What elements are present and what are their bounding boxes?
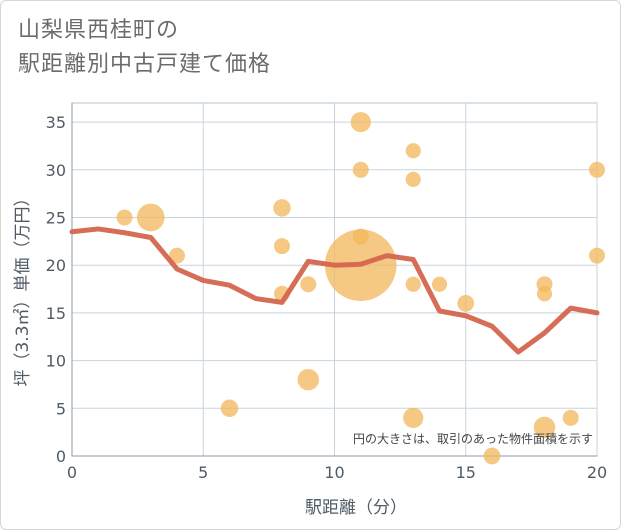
y-tick-label: 25 [46, 208, 66, 227]
bubble-point [457, 294, 475, 312]
bubble-point [297, 368, 319, 391]
bubble-point [274, 238, 290, 255]
bubble-point [589, 247, 605, 264]
bubble-point [300, 276, 317, 293]
x-tick-label: 5 [198, 463, 208, 482]
bubble-point [589, 161, 605, 178]
bubble-point [403, 407, 424, 428]
x-tick-label: 10 [324, 463, 344, 482]
y-tick-label: 0 [56, 447, 66, 466]
bubble-point [273, 199, 291, 217]
y-tick-label: 15 [46, 304, 66, 323]
bubble-point [350, 111, 371, 133]
bubble-point [352, 228, 369, 245]
bubble-point [169, 247, 185, 264]
x-axis-label: 駅距離（分） [305, 498, 407, 518]
y-tick-label: 10 [46, 352, 66, 371]
y-tick-label: 5 [56, 399, 66, 418]
bubble-point [536, 286, 553, 302]
x-tick-label: 0 [67, 463, 77, 482]
average-price-line [69, 226, 600, 355]
bubble-point [116, 209, 133, 226]
bubble-size-note: 円の大きさは、取引のあった物件面積を示す [353, 431, 593, 446]
bubble-point [220, 399, 239, 418]
average-line-series [69, 226, 600, 355]
bubble-point [352, 161, 369, 178]
chart-title: 山梨県西桂町の 駅距離別中古戸建て価格 [18, 14, 271, 82]
bubble-point [533, 416, 556, 439]
bubble-point [405, 276, 421, 292]
chart-title-line2: 駅距離別中古戸建て価格 [18, 52, 272, 77]
bubble-point [405, 171, 421, 187]
bubble-series [116, 111, 605, 465]
y-axis-label: 坪（3.3㎡）単価（万円） [13, 189, 33, 386]
tick-labels: 0 5 10 15 20 0 5 10 15 20 25 30 35 [46, 113, 608, 482]
bubble-point [562, 409, 579, 426]
x-tick-label: 20 [587, 463, 607, 482]
bubble-point [405, 143, 421, 159]
bubble-point [136, 203, 165, 232]
y-tick-label: 20 [46, 256, 66, 275]
y-tick-label: 30 [46, 161, 66, 180]
chart-title-line1: 山梨県西桂町の [18, 18, 180, 43]
bubble-point [483, 447, 501, 465]
bubble-point [431, 276, 448, 292]
y-tick-label: 35 [46, 113, 66, 132]
x-tick-label: 15 [456, 463, 476, 482]
